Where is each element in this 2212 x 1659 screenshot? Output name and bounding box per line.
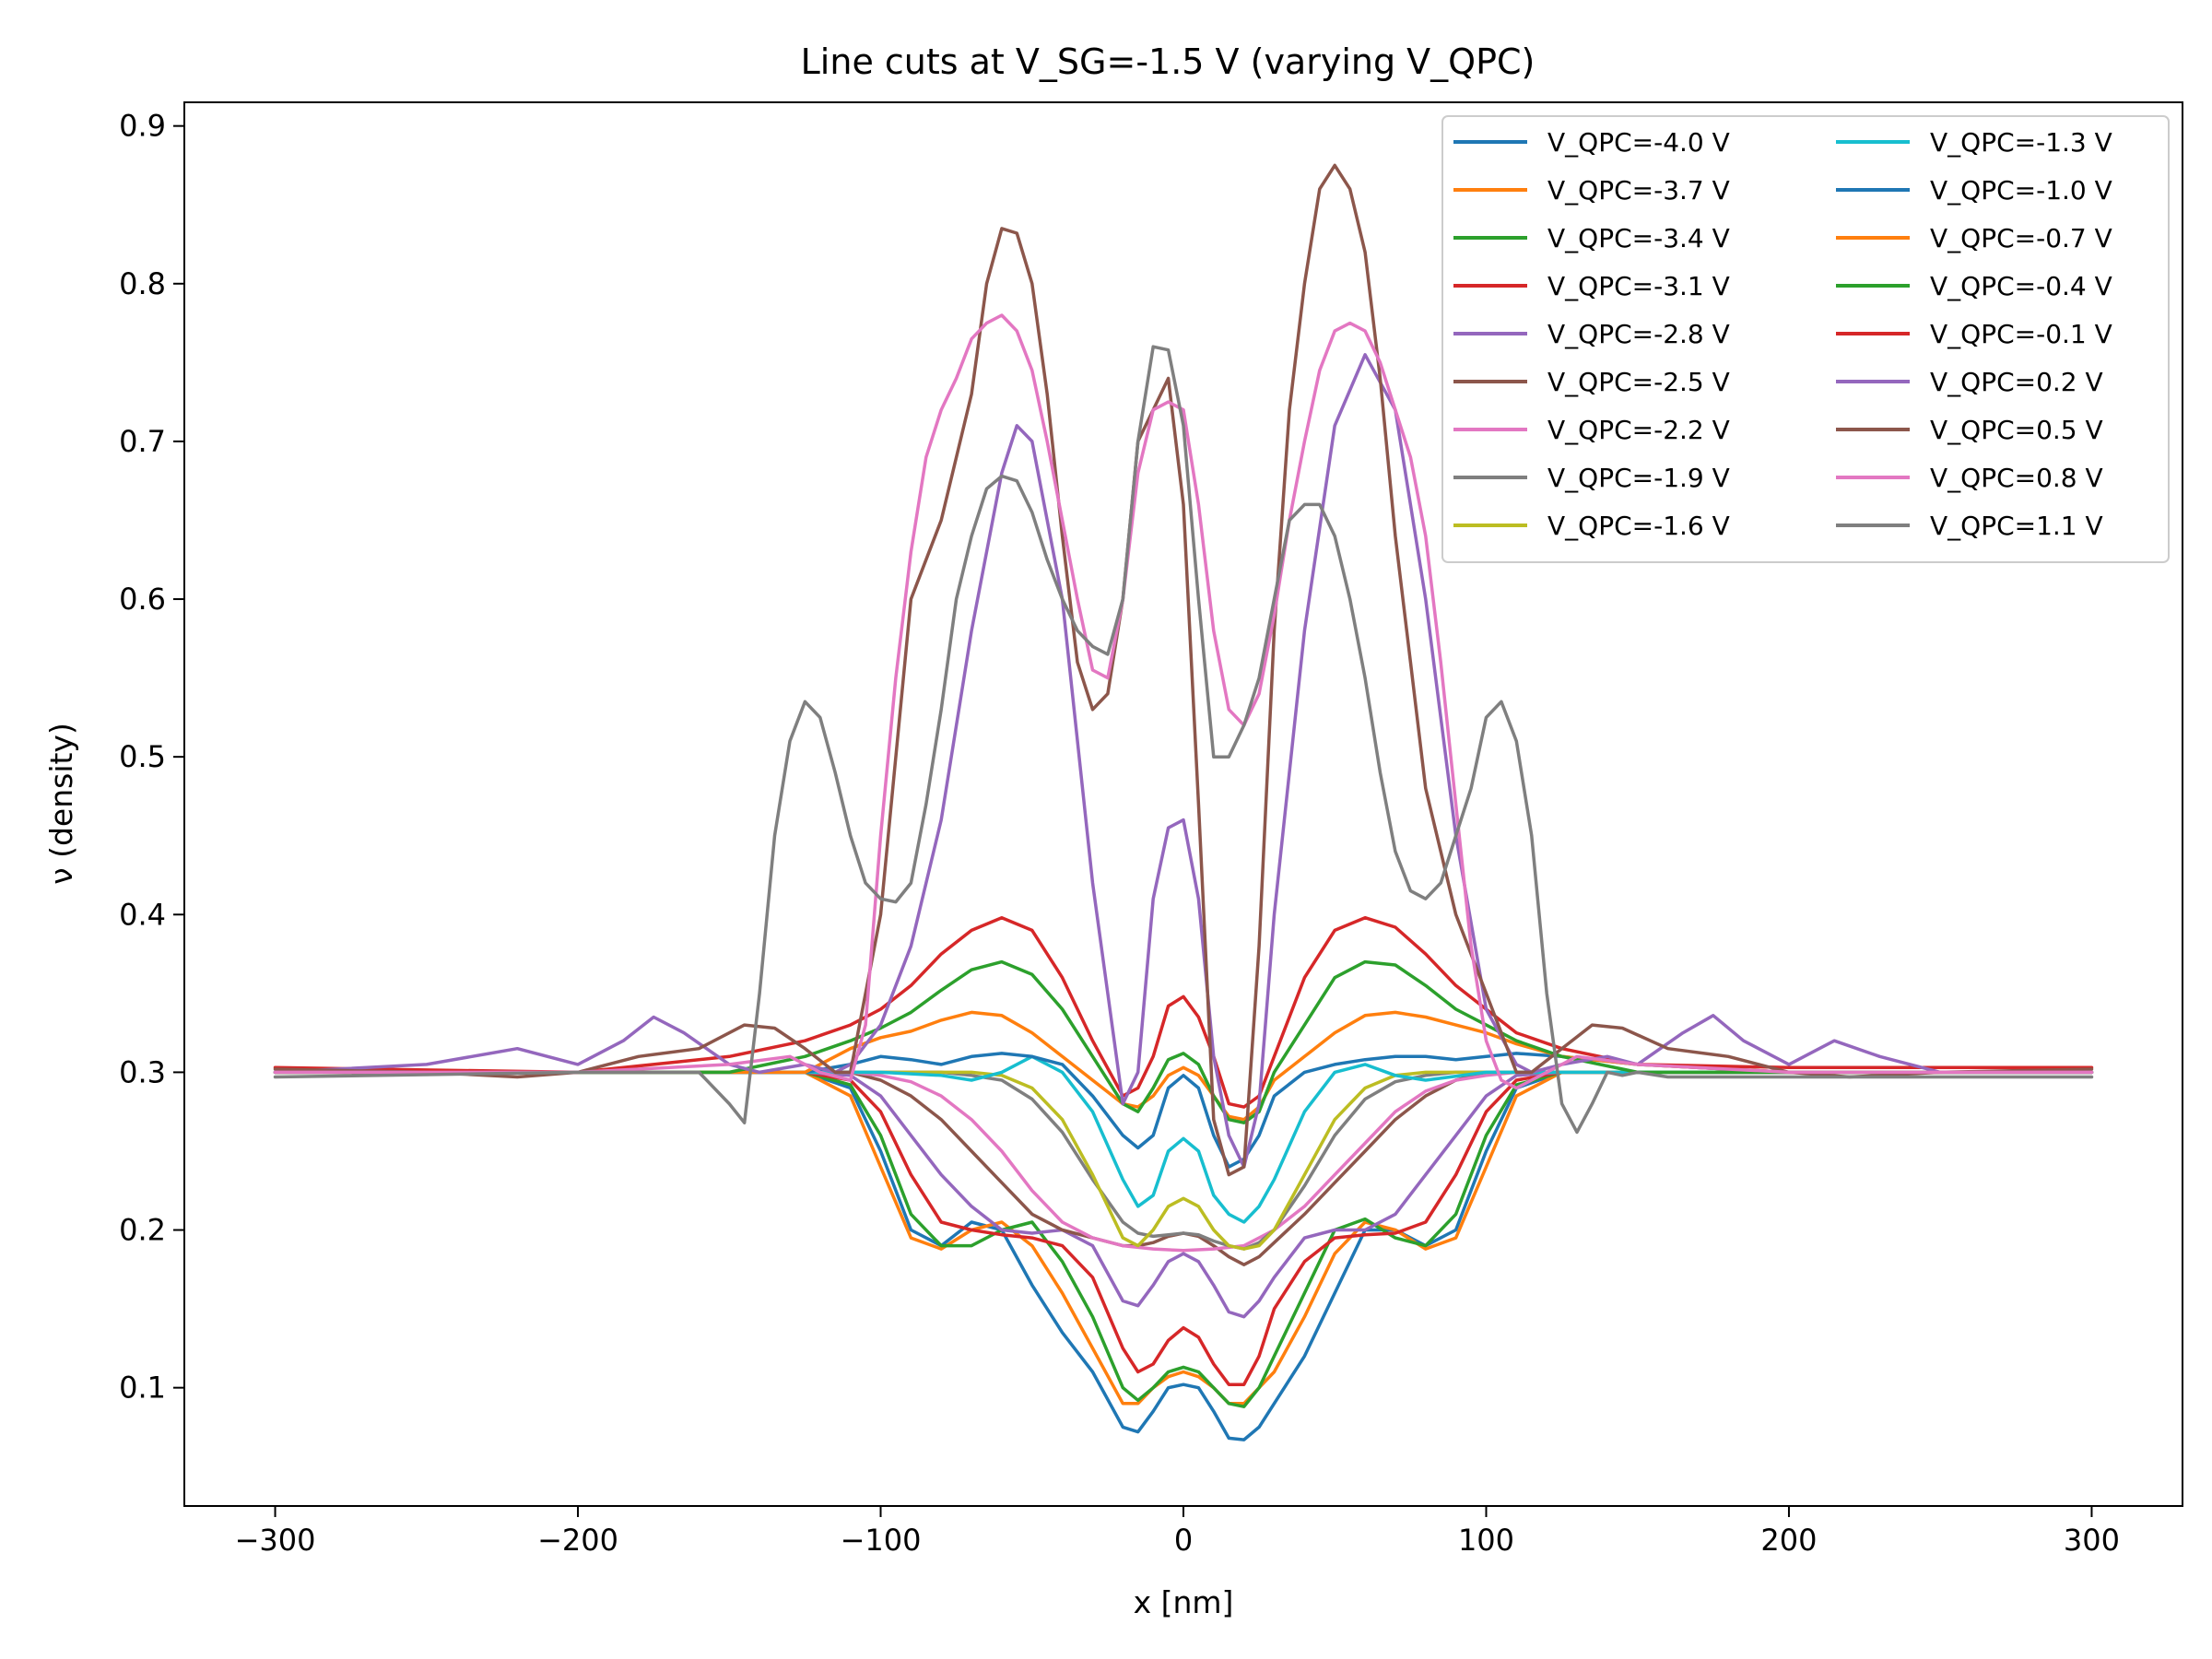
legend-label: V_QPC=-2.5 V [1547,367,1730,397]
series-line-13 [273,915,2094,1109]
legend-label: V_QPC=-0.1 V [1930,319,2112,349]
legend-label: V_QPC=-0.7 V [1930,223,2112,253]
legend-label: V_QPC=-2.8 V [1547,319,1730,349]
x-tick-label: −100 [841,1523,922,1558]
legend-label: V_QPC=-1.3 V [1930,127,2112,158]
legend-label: V_QPC=0.2 V [1930,367,2103,397]
legend-label: V_QPC=-3.1 V [1547,271,1730,301]
series-line-2 [273,1070,2094,1408]
series-layer [273,163,2094,1441]
x-axis: −300 −200 −100 0 100 200 300 [235,1506,2120,1558]
series-line-3 [273,1070,2094,1386]
series-line-1 [273,1070,2094,1406]
legend-box [1441,115,2170,563]
x-tick-label: 300 [2064,1523,2120,1558]
legend: V_QPC=-4.0 V V_QPC=-3.7 V V_QPC=-3.4 V V_QP… [1441,115,2170,563]
y-axis: 0.1 0.2 0.3 0.4 0.5 0.6 0.7 0.8 0.9 [119,109,184,1406]
legend-label: V_QPC=0.8 V [1930,463,2103,493]
series-line-4 [273,1070,2094,1319]
legend-label: V_QPC=-4.0 V [1547,127,1730,158]
series-line-0 [273,1070,2094,1441]
series-line-14 [273,353,2094,1169]
series-line-12 [273,959,2094,1124]
series-line-17 [273,345,2094,1135]
series-line-16 [273,313,2094,1090]
legend-label: V_QPC=1.1 V [1930,511,2103,541]
series-line-10 [273,1052,2094,1169]
legend-label: V_QPC=-0.4 V [1930,271,2112,301]
y-tick-label: 0.7 [119,424,166,459]
x-tick-label: 0 [1174,1523,1193,1558]
y-tick-label: 0.5 [119,739,166,774]
legend-label: V_QPC=-1.6 V [1547,511,1730,541]
legend-label: V_QPC=-3.7 V [1547,175,1730,206]
series-line-15 [273,163,2094,1177]
legend-label: V_QPC=0.5 V [1930,415,2103,445]
legend-label: V_QPC=-1.9 V [1547,463,1730,493]
y-tick-label: 0.2 [119,1213,166,1248]
legend-label: V_QPC=-3.4 V [1547,223,1730,253]
x-tick-label: −300 [235,1523,316,1558]
y-tick-label: 0.4 [119,897,166,932]
y-tick-label: 0.1 [119,1371,166,1406]
x-tick-label: −200 [537,1523,618,1558]
series-line-9 [273,1054,2094,1224]
series-line-8 [273,1070,2094,1251]
y-axis-label: ν (density) [43,723,79,885]
x-tick-label: 200 [1760,1523,1817,1558]
series-line-6 [273,1070,2094,1253]
y-tick-label: 0.8 [119,266,166,301]
chart-title: Line cuts at V_SG=-1.5 V (varying V_QPC) [801,41,1535,82]
legend-label: V_QPC=-1.0 V [1930,175,2112,206]
y-tick-label: 0.9 [119,109,166,144]
x-tick-label: 100 [1458,1523,1514,1558]
series-line-11 [273,1010,2094,1122]
y-tick-label: 0.3 [119,1054,166,1089]
y-tick-label: 0.6 [119,582,166,617]
legend-label: V_QPC=-2.2 V [1547,415,1730,445]
x-axis-label: x [nm] [1134,1584,1234,1620]
